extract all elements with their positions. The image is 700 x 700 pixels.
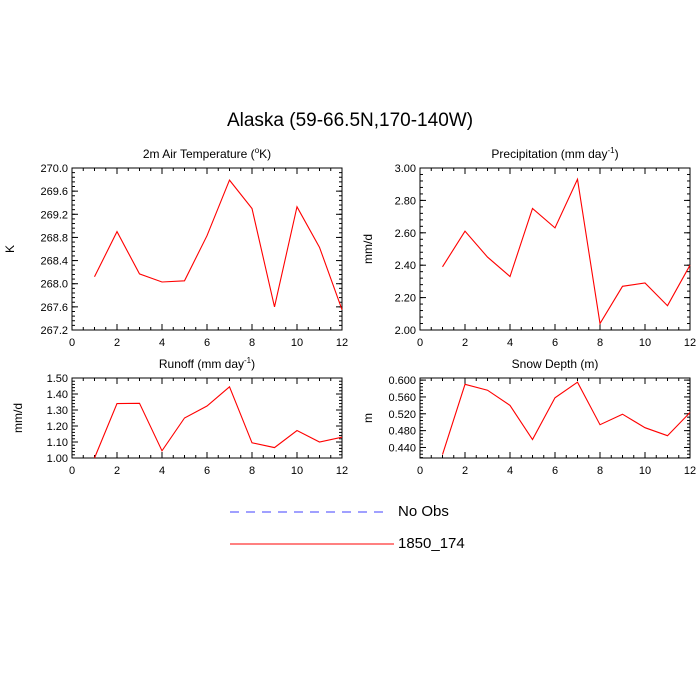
y-tick-label: 2.40 [395,260,416,272]
chart-panel-4: Snow Depth (m) m 0 2 4 6 8 10 12 0.440 0.480 0.520 0… [361,357,696,477]
chart-panel-2: Precipitation (mm day-1) mm/d 0 2 4 6 8 10 12 2.0… [361,146,696,349]
x-tick-label: 10 [639,465,651,477]
y-tick-label: 268.4 [40,256,68,268]
y-tick-label: 267.2 [40,325,68,337]
panel-title-superscript: o [255,146,260,155]
y-tick-label: 268.8 [40,232,68,244]
panel-title: 2m Air Temperature (oK) [143,146,271,161]
x-tick-label: 4 [507,465,513,477]
x-tick-label: 2 [462,465,468,477]
panel-title-superscript: -1 [244,356,252,365]
x-tick-label: 0 [417,465,423,477]
x-tick-label: 2 [114,465,120,477]
x-tick-label: 0 [69,465,75,477]
x-tick-label: 4 [507,337,513,349]
chart-panel-1: 2m Air Temperature (oK) K 0 2 4 6 8 10 12 267.2 26… [3,146,348,349]
x-tick-label: 6 [204,465,210,477]
y-axis-label: m [361,413,375,423]
chart-panel-3: Runoff (mm day-1) mm/d 0 2 4 6 8 10 12 1.00 1.10 1.… [11,356,348,477]
panel-title-text: Precipitation (mm day [491,147,607,161]
legend-label-no-obs: No Obs [398,503,449,520]
y-tick-label: 269.6 [40,186,68,198]
y-tick-label: 268.0 [40,279,68,291]
y-tick-label: 0.440 [388,442,416,454]
y-tick-label: 0.520 [388,409,416,421]
y-tick-label: 270.0 [40,163,68,175]
panel-title: Snow Depth (m) [512,357,599,371]
figure-title: Alaska (59-66.5N,170-140W) [226,110,474,131]
series-line [442,177,691,326]
x-tick-label: 8 [249,465,255,477]
y-tick-label: 0.560 [388,392,416,404]
y-tick-label: 1.30 [47,405,68,417]
y-tick-label: 267.6 [40,302,68,314]
x-tick-label: 4 [159,465,165,477]
panel-title-text: Snow Depth (m) [512,357,599,371]
y-tick-label: 1.40 [47,389,68,401]
panel-title-tail: ) [615,147,619,161]
panel-title-text: Runoff (mm day [159,357,244,371]
x-tick-label: 6 [552,337,558,349]
y-tick-label: 1.00 [47,453,68,465]
x-tick-label: 2 [462,337,468,349]
x-tick-label: 4 [159,337,165,349]
x-tick-label: 12 [684,465,696,477]
x-tick-label: 10 [291,337,303,349]
x-tick-label: 2 [114,337,120,349]
x-tick-label: 6 [204,337,210,349]
y-tick-label: 3.00 [395,163,416,175]
panel-title-tail: K) [259,147,271,161]
series-line [94,179,343,310]
x-tick-label: 12 [336,465,348,477]
x-tick-label: 8 [597,337,603,349]
y-tick-label: 2.60 [395,228,416,240]
panel-title: Precipitation (mm day-1) [491,146,618,161]
y-tick-label: 2.80 [395,195,416,207]
y-tick-label: 1.10 [47,437,68,449]
y-tick-label: 0.600 [388,375,416,387]
x-tick-label: 12 [336,337,348,349]
series-line [441,381,691,455]
x-tick-label: 12 [684,337,696,349]
plot-frame [419,377,691,459]
panel-title: Runoff (mm day-1) [159,356,255,371]
plot-frame [419,167,691,331]
y-axis-label: mm/d [361,234,375,264]
x-tick-label: 10 [291,465,303,477]
x-tick-label: 10 [639,337,651,349]
plot-frame [71,167,343,331]
plot-frame [71,377,343,459]
y-tick-label: 1.50 [47,373,68,385]
y-axis-label: K [3,245,17,253]
series-line [93,385,343,459]
panel-title-tail: ) [251,357,255,371]
x-tick-label: 8 [597,465,603,477]
x-tick-label: 0 [417,337,423,349]
y-tick-label: 2.20 [395,293,416,305]
y-tick-label: 269.2 [40,209,68,221]
y-tick-label: 2.00 [395,325,416,337]
y-axis-label: mm/d [11,403,25,433]
panel-title-superscript: -1 [607,146,615,155]
x-tick-label: 6 [552,465,558,477]
legend-label-1850-174: 1850_174 [398,535,465,552]
x-tick-label: 8 [249,337,255,349]
y-tick-label: 1.20 [47,421,68,433]
x-tick-label: 0 [69,337,75,349]
y-tick-label: 0.480 [388,426,416,438]
panel-title-text: 2m Air Temperature ( [143,147,255,161]
